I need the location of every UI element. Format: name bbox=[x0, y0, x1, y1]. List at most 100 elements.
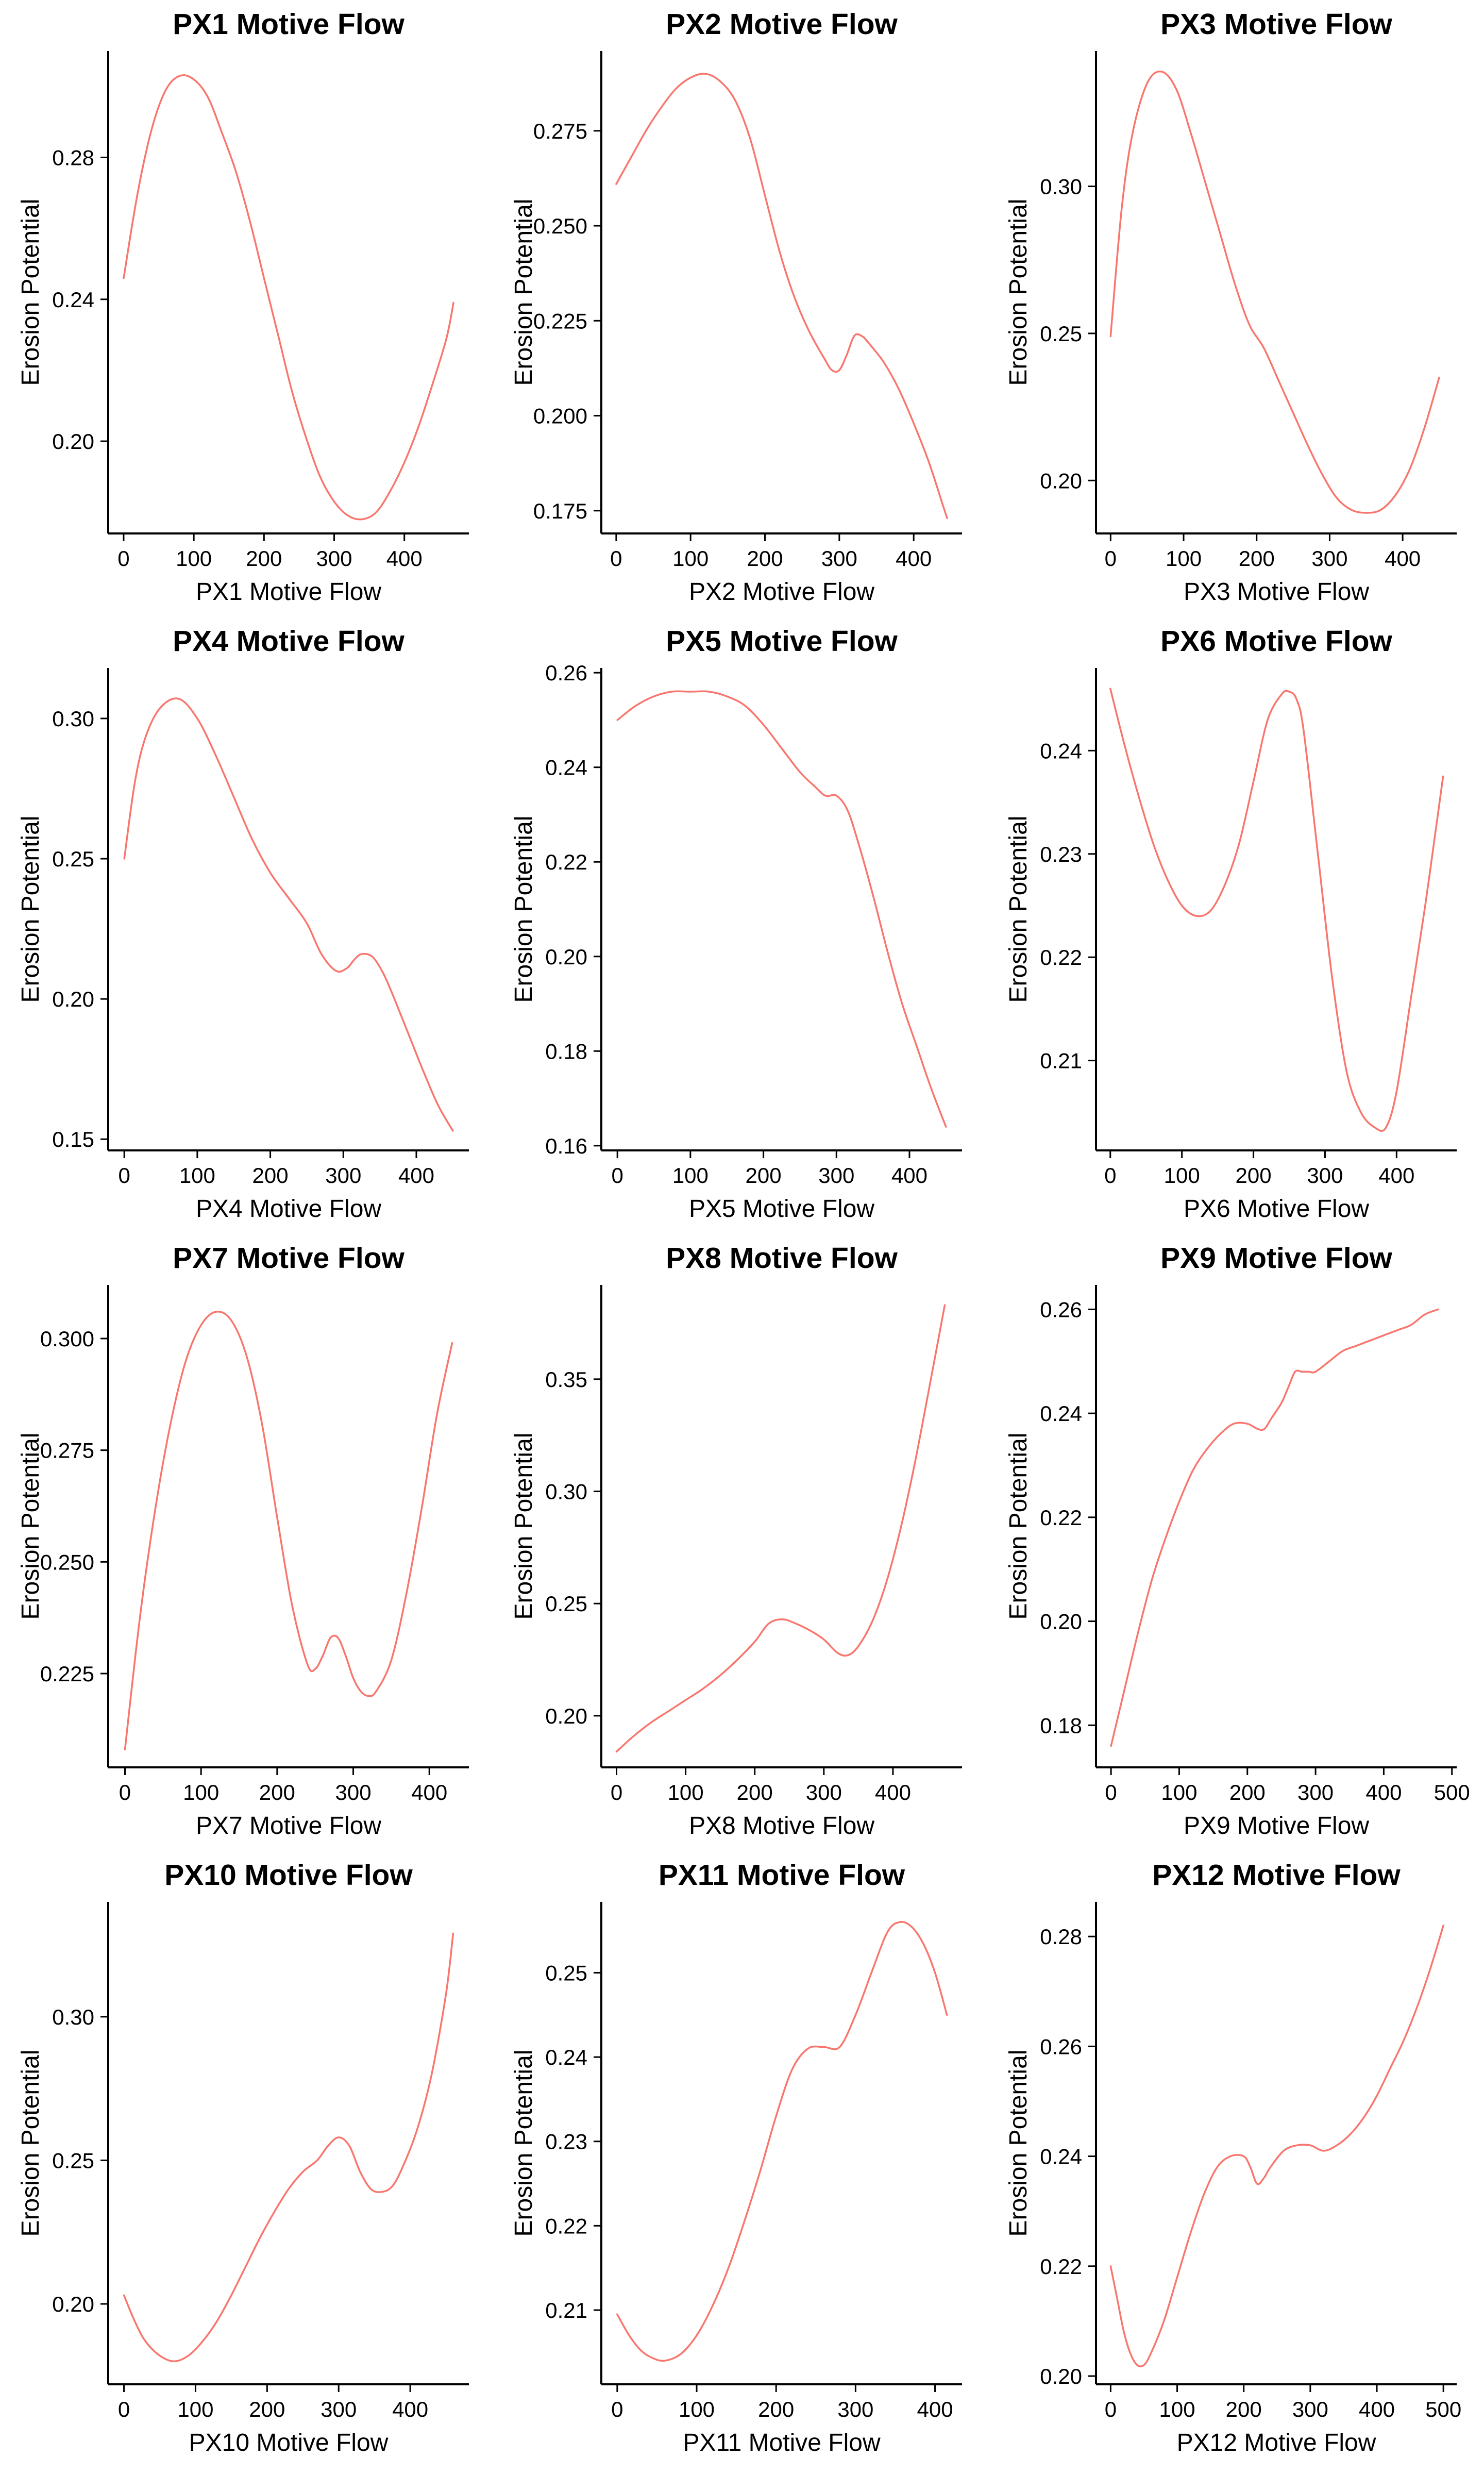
series-line bbox=[1109, 70, 1440, 514]
x-axis-label: PX7 Motive Flow bbox=[196, 1812, 381, 1840]
x-tick-label: 300 bbox=[1307, 1163, 1343, 1188]
y-tick-label: 0.25 bbox=[545, 1592, 587, 1616]
y-axis-label: Erosion Potential bbox=[1005, 2050, 1032, 2237]
y-axis-label: Erosion Potential bbox=[510, 816, 537, 1003]
series-line bbox=[615, 1304, 946, 1753]
panel-title: PX6 Motive Flow bbox=[1160, 625, 1392, 658]
y-tick-label: 0.26 bbox=[1040, 2034, 1082, 2059]
x-axis-label: PX1 Motive Flow bbox=[196, 578, 381, 606]
y-tick-label: 0.250 bbox=[533, 214, 587, 238]
y-tick-label: 0.20 bbox=[1040, 1610, 1082, 1634]
panel-title: PX1 Motive Flow bbox=[173, 8, 404, 41]
y-axis-label: Erosion Potential bbox=[1005, 199, 1032, 386]
x-tick-label: 0 bbox=[118, 1163, 130, 1188]
y-tick-label: 0.275 bbox=[533, 119, 587, 143]
series-line bbox=[616, 1921, 948, 2362]
y-tick-label: 0.22 bbox=[545, 2214, 587, 2238]
x-tick-label: 100 bbox=[1164, 1163, 1200, 1188]
series-line bbox=[1109, 1925, 1444, 2368]
x-tick-label: 400 bbox=[917, 2397, 953, 2421]
y-tick-label: 0.200 bbox=[533, 404, 587, 428]
x-axis-label: PX2 Motive Flow bbox=[689, 578, 874, 606]
x-tick-label: 400 bbox=[411, 1780, 447, 1804]
x-tick-label: 300 bbox=[1311, 546, 1347, 571]
y-tick-label: 0.24 bbox=[1040, 1401, 1082, 1426]
x-axis-label: PX10 Motive Flow bbox=[189, 2429, 389, 2456]
y-tick-label: 0.225 bbox=[533, 309, 587, 333]
x-axis-label: PX12 Motive Flow bbox=[1177, 2429, 1376, 2456]
y-tick-label: 0.24 bbox=[1040, 2145, 1082, 2169]
y-tick-label: 0.30 bbox=[52, 707, 94, 731]
x-axis-label: PX4 Motive Flow bbox=[196, 1195, 381, 1223]
y-tick-label: 0.24 bbox=[1040, 739, 1082, 763]
panel-title: PX5 Motive Flow bbox=[666, 625, 898, 658]
series-line bbox=[123, 697, 454, 1132]
x-tick-label: 400 bbox=[896, 546, 932, 571]
y-axis-label: Erosion Potential bbox=[510, 199, 537, 386]
y-tick-label: 0.15 bbox=[52, 1127, 94, 1151]
x-tick-label: 100 bbox=[1159, 2397, 1195, 2421]
x-axis-label: PX9 Motive Flow bbox=[1184, 1812, 1369, 1840]
y-tick-label: 0.25 bbox=[545, 1961, 587, 1985]
y-tick-label: 0.300 bbox=[40, 1327, 94, 1351]
x-tick-label: 200 bbox=[249, 2397, 285, 2421]
y-tick-label: 0.250 bbox=[40, 1550, 94, 1574]
y-tick-label: 0.275 bbox=[40, 1439, 94, 1463]
x-tick-label: 400 bbox=[875, 1780, 911, 1804]
panel-title: PX11 Motive Flow bbox=[659, 1859, 905, 1892]
x-tick-label: 0 bbox=[118, 2397, 130, 2421]
y-tick-label: 0.18 bbox=[1040, 1713, 1082, 1737]
y-tick-label: 0.20 bbox=[1040, 2364, 1082, 2388]
chart-panel-3: PX3 Motive Flow 0.20 0.25 0.30 0 100 200 300 400… bbox=[1005, 8, 1457, 606]
y-tick-label: 0.20 bbox=[52, 429, 94, 454]
x-tick-label: 0 bbox=[1105, 1780, 1117, 1804]
x-tick-label: 300 bbox=[335, 1780, 371, 1804]
x-tick-label: 300 bbox=[1292, 2397, 1328, 2421]
y-tick-label: 0.225 bbox=[40, 1662, 94, 1686]
y-axis-label: Erosion Potential bbox=[1005, 816, 1032, 1003]
x-tick-label: 200 bbox=[746, 1163, 782, 1188]
series-line bbox=[1110, 1308, 1440, 1747]
x-tick-label: 0 bbox=[1104, 1163, 1116, 1188]
x-tick-label: 100 bbox=[668, 1780, 704, 1804]
y-axis-label: Erosion Potential bbox=[17, 199, 44, 386]
y-tick-label: 0.20 bbox=[52, 987, 94, 1011]
x-tick-label: 400 bbox=[1378, 1163, 1414, 1188]
y-tick-label: 0.22 bbox=[1040, 2254, 1082, 2279]
x-tick-label: 400 bbox=[392, 2397, 428, 2421]
y-axis-label: Erosion Potential bbox=[17, 816, 44, 1003]
x-tick-label: 300 bbox=[806, 1780, 842, 1804]
x-tick-label: 400 bbox=[891, 1163, 927, 1188]
x-tick-label: 400 bbox=[1365, 1780, 1402, 1804]
x-axis-label: PX8 Motive Flow bbox=[689, 1812, 874, 1840]
y-tick-label: 0.30 bbox=[52, 2005, 94, 2029]
y-tick-label: 0.25 bbox=[52, 2148, 94, 2172]
y-tick-label: 0.22 bbox=[1040, 1506, 1082, 1530]
y-axis-label: Erosion Potential bbox=[17, 2050, 44, 2237]
chart-panel-1: PX1 Motive Flow 0.20 0.24 0.28 0 100 200 300 400… bbox=[17, 8, 469, 606]
x-tick-label: 500 bbox=[1434, 1780, 1470, 1804]
x-tick-label: 400 bbox=[1359, 2397, 1395, 2421]
y-tick-label: 0.22 bbox=[1040, 945, 1082, 969]
x-tick-label: 200 bbox=[1226, 2397, 1262, 2421]
chart-panel-7: PX7 Motive Flow 0.225 0.250 0.275 0.300 0 100 2… bbox=[17, 1242, 469, 1840]
x-tick-label: 0 bbox=[119, 1780, 131, 1804]
series-line bbox=[124, 1311, 453, 1751]
x-axis-label: PX11 Motive Flow bbox=[683, 2429, 881, 2456]
series-line bbox=[615, 73, 948, 520]
x-tick-label: 200 bbox=[737, 1780, 773, 1804]
x-tick-label: 300 bbox=[1297, 1780, 1334, 1804]
series-line bbox=[123, 1932, 454, 2363]
y-tick-label: 0.20 bbox=[1040, 469, 1082, 493]
y-tick-label: 0.24 bbox=[52, 288, 94, 312]
x-tick-label: 100 bbox=[176, 546, 212, 571]
x-tick-label: 0 bbox=[611, 1163, 623, 1188]
y-tick-label: 0.26 bbox=[545, 661, 587, 685]
x-tick-label: 100 bbox=[177, 2397, 213, 2421]
x-tick-label: 0 bbox=[1105, 2397, 1117, 2421]
y-tick-label: 0.28 bbox=[52, 145, 94, 170]
series-line bbox=[616, 690, 947, 1128]
x-tick-label: 200 bbox=[259, 1780, 295, 1804]
y-axis-label: Erosion Potential bbox=[510, 1433, 537, 1620]
